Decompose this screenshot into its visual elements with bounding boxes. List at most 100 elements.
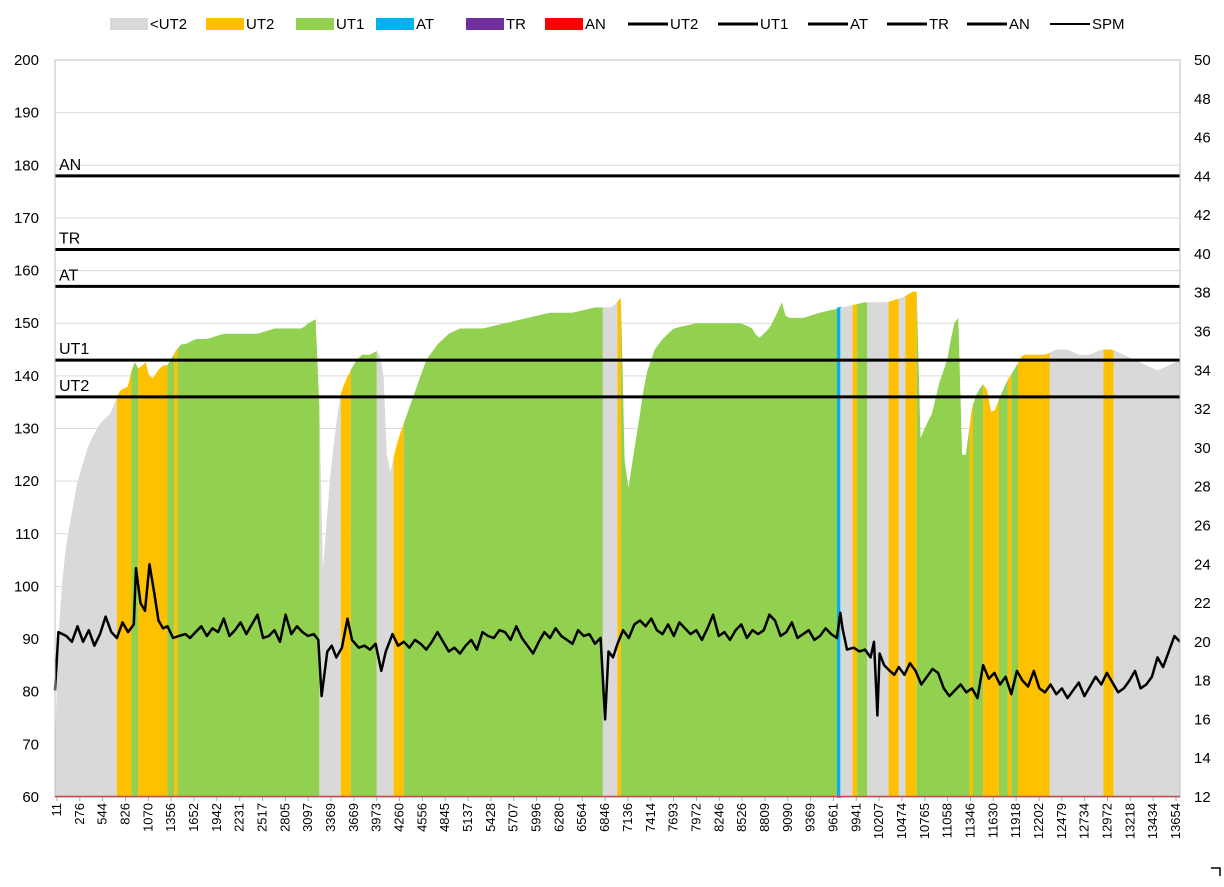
x-tick-label: 2517 xyxy=(255,803,270,832)
x-tick-label: 6280 xyxy=(551,803,566,832)
x-tick-label: 6846 xyxy=(597,803,612,832)
x-tick-label: 9090 xyxy=(780,803,795,832)
legend: <UT2 UT2 UT1 AT TR AN UT2 UT1 AT TR AN SPM xyxy=(110,16,1125,33)
x-tick-label: 5996 xyxy=(529,803,544,832)
x-tick-label: 11918 xyxy=(1008,803,1023,838)
y-right-tick-label: 34 xyxy=(1194,362,1211,379)
zone-bar-lt-ut2 xyxy=(319,394,340,797)
zone-bar-at xyxy=(838,308,840,797)
zone-bar-lt-ut2 xyxy=(377,351,394,797)
x-tick-label: 7414 xyxy=(643,803,658,832)
y-left-tick-label: 90 xyxy=(22,631,39,648)
zone-bar-ut2 xyxy=(394,423,404,797)
zone-bar-ut1 xyxy=(351,351,377,797)
legend-line-label-ut2: UT2 xyxy=(670,16,698,33)
legend-swatch-tr xyxy=(466,18,504,30)
threshold-label-tr: TR xyxy=(59,231,80,248)
x-tick-label: 4556 xyxy=(414,803,429,832)
zone-bar-ut2 xyxy=(1104,350,1114,798)
y-right-tick-label: 48 xyxy=(1194,91,1211,108)
x-tick-label: 5137 xyxy=(460,803,475,832)
zone-bar-ut2 xyxy=(174,348,177,797)
x-tick-label: 6564 xyxy=(574,803,589,832)
x-tick-label: 3097 xyxy=(300,803,315,832)
x-tick-label: 9661 xyxy=(825,803,840,832)
x-tick-label: 11630 xyxy=(985,803,1000,838)
y-right-tick-label: 38 xyxy=(1194,285,1211,302)
resize-corner-icon xyxy=(1211,868,1220,876)
x-tick-label: 9941 xyxy=(848,803,863,832)
threshold-label-ut2: UT2 xyxy=(59,378,89,395)
x-tick-label: 10474 xyxy=(894,803,909,839)
x-tick-label: 10207 xyxy=(871,803,886,839)
y-right-tick-label: 14 xyxy=(1194,750,1211,767)
y-right-tick-label: 24 xyxy=(1194,556,1211,573)
legend-label-an: AN xyxy=(585,16,606,33)
x-tick-label: 1942 xyxy=(209,803,224,832)
x-tick-label: 10765 xyxy=(917,803,932,839)
zone-bar-lt-ut2 xyxy=(55,397,117,797)
x-tick-label: 1652 xyxy=(186,803,201,832)
zone-bar-lt-ut2 xyxy=(603,302,618,797)
zone-bar-ut2 xyxy=(906,292,917,797)
y-left-tick-label: 190 xyxy=(14,105,39,122)
x-tick-label: 276 xyxy=(72,803,87,825)
legend-line-label-spm: SPM xyxy=(1092,16,1125,33)
x-tick-label: 5707 xyxy=(506,803,521,832)
legend-swatch-ut1 xyxy=(296,18,334,30)
legend-line-label-ut1: UT1 xyxy=(760,16,788,33)
zone-bar-ut1 xyxy=(404,307,603,797)
legend-line-label-an: AN xyxy=(1009,16,1030,33)
x-tick-label: 5428 xyxy=(483,803,498,832)
legend-swatch-ut2 xyxy=(206,18,244,30)
zone-bar-ut2 xyxy=(970,404,973,797)
x-tick-label: 8809 xyxy=(757,803,772,832)
x-tick-label: 12734 xyxy=(1077,803,1092,839)
zone-bar-lt-ut2 xyxy=(840,305,852,797)
y-left-tick-label: 60 xyxy=(22,789,39,806)
y-right-tick-label: 46 xyxy=(1194,130,1211,147)
zone-bar-ut1 xyxy=(973,384,983,797)
zone-bar-ut2 xyxy=(618,298,621,797)
x-tick-label: 544 xyxy=(95,803,110,825)
zone-bar-ut1 xyxy=(857,302,867,797)
legend-label-ut1: UT1 xyxy=(336,16,364,33)
x-tick-label: 8526 xyxy=(734,803,749,832)
y-right-tick-label: 16 xyxy=(1194,711,1211,728)
y-left-tick-label: 130 xyxy=(14,421,39,438)
zone-bar-ut2 xyxy=(1008,374,1011,797)
legend-line-label-tr: TR xyxy=(929,16,949,33)
y-left-tick-label: 180 xyxy=(14,157,39,174)
y-right-tick-label: 36 xyxy=(1194,324,1211,341)
y-left-tick-label: 120 xyxy=(14,473,39,490)
x-tick-label: 2805 xyxy=(277,803,292,832)
x-tick-label: 1356 xyxy=(163,803,178,832)
zone-bar-ut1 xyxy=(168,354,175,798)
y-right-tick-label: 22 xyxy=(1194,595,1211,612)
x-tick-label: 12479 xyxy=(1054,803,1069,839)
x-tick-label: 8246 xyxy=(711,803,726,832)
x-tick-label: 11346 xyxy=(962,803,977,838)
x-tick-label: 13218 xyxy=(1122,803,1137,839)
threshold-label-at: AT xyxy=(59,267,78,284)
y-right-tick-label: 32 xyxy=(1194,401,1211,418)
zone-bar-lt-ut2 xyxy=(1050,350,1104,798)
x-tick-label: 4260 xyxy=(392,803,407,832)
y-right-tick-label: 30 xyxy=(1194,440,1211,457)
zone-bar-ut1 xyxy=(999,379,1008,797)
legend-label-at: AT xyxy=(416,16,434,33)
zone-bar-lt-ut2 xyxy=(899,296,906,797)
y-left-tick-label: 170 xyxy=(14,210,39,227)
zone-bar-lt-ut2 xyxy=(1114,350,1180,797)
x-tick-label: 3369 xyxy=(323,803,338,832)
zone-bar-ut2 xyxy=(983,384,999,797)
zone-bar-ut1 xyxy=(1011,363,1018,797)
y-right-tick-label: 26 xyxy=(1194,517,1211,534)
y-left-tick-label: 140 xyxy=(14,368,39,385)
x-tick-label: 13654 xyxy=(1168,803,1183,839)
zone-bar-ut2 xyxy=(117,371,132,797)
y-right-tick-label: 20 xyxy=(1194,634,1211,651)
y-left-tick-label: 150 xyxy=(14,315,39,332)
